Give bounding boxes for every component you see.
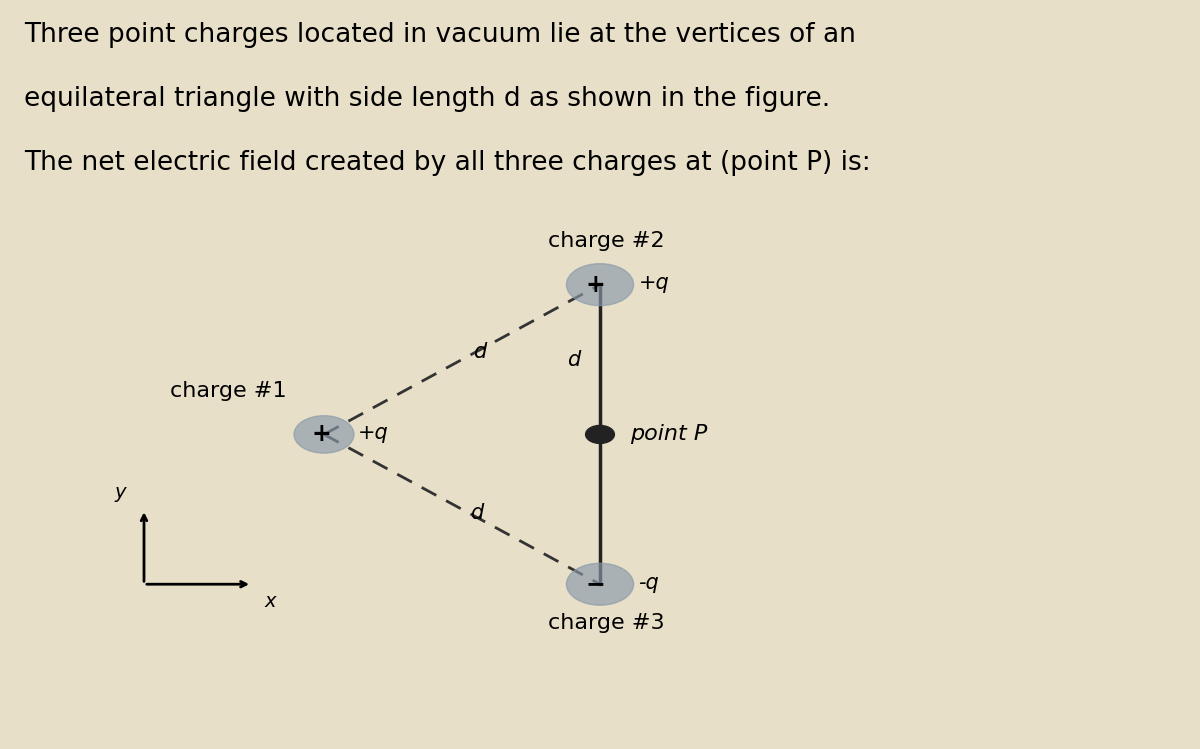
Text: x: x	[264, 592, 276, 610]
Text: Three point charges located in vacuum lie at the vertices of an: Three point charges located in vacuum li…	[24, 22, 856, 49]
Circle shape	[294, 416, 354, 453]
Circle shape	[566, 264, 634, 306]
Text: d: d	[473, 342, 487, 362]
Text: +q: +q	[638, 273, 670, 293]
Circle shape	[586, 425, 614, 443]
Text: y: y	[114, 483, 126, 502]
Text: d: d	[566, 350, 581, 369]
Text: charge #1: charge #1	[169, 380, 287, 401]
Text: +q: +q	[358, 423, 389, 443]
Text: equilateral triangle with side length d as shown in the figure.: equilateral triangle with side length d …	[24, 86, 830, 112]
Text: +: +	[312, 422, 331, 446]
Text: −: −	[586, 572, 605, 596]
Text: point P: point P	[630, 425, 707, 444]
Text: d: d	[469, 503, 484, 523]
Text: The net electric field created by all three charges at (point P) is:: The net electric field created by all th…	[24, 150, 871, 176]
Text: charge #3: charge #3	[547, 613, 665, 633]
Text: charge #2: charge #2	[547, 231, 665, 251]
Text: -q: -q	[638, 573, 659, 592]
Circle shape	[566, 563, 634, 605]
Text: +: +	[586, 273, 605, 297]
